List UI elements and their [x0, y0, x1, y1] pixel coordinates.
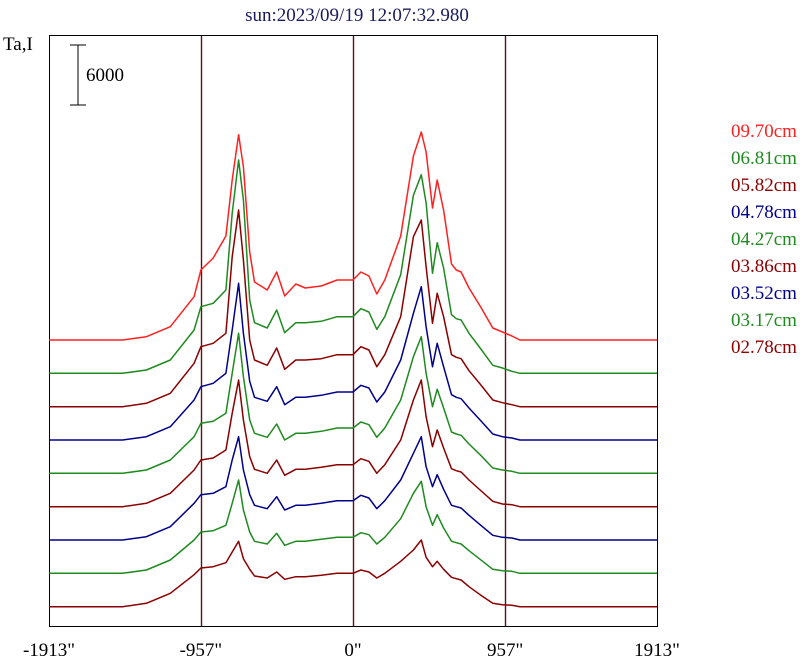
scale-bar [70, 44, 86, 106]
legend-entry-03.86cm: 03.86cm [731, 256, 797, 277]
legend-entry-06.81cm: 06.81cm [731, 148, 797, 169]
legend-entry-02.78cm: 02.78cm [731, 337, 797, 358]
series-lines [49, 131, 657, 608]
x-tick-label-2: 0" [344, 640, 361, 661]
series-line-02.78cm [49, 539, 657, 608]
series-line-05.82cm [49, 209, 657, 408]
vertical-lines [200, 36, 507, 626]
x-tick-label-4: 1913" [634, 640, 680, 661]
legend-entry-04.27cm: 04.27cm [731, 229, 797, 250]
series-line-03.17cm [49, 479, 657, 575]
x-tick-label-0: -1913" [23, 640, 75, 661]
legend-entry-05.82cm: 05.82cm [731, 175, 797, 196]
x-tick-label-3: 957" [487, 640, 523, 661]
legend-entry-03.52cm: 03.52cm [731, 283, 797, 304]
series-line-03.52cm [49, 435, 657, 541]
legend-entry-09.70cm: 09.70cm [731, 121, 797, 142]
chart-title: sun:2023/09/19 12:07:32.980 [245, 5, 469, 26]
legend-entry-04.78cm: 04.78cm [731, 202, 797, 223]
scale-bar-label: 6000 [86, 65, 124, 86]
series-line-09.70cm [49, 131, 657, 341]
series-line-04.27cm [49, 332, 657, 475]
legend: 09.70cm 06.81cm 05.82cm 04.78cm 04.27cm 03.86… [731, 121, 797, 358]
x-tick-label-1: -957" [180, 640, 223, 661]
series-line-06.81cm [49, 159, 657, 375]
legend-entry-03.17cm: 03.17cm [731, 310, 797, 331]
series-line-04.78cm [49, 282, 657, 441]
x-tick-labels: -1913" -957" 0" 957" 1913" [23, 640, 680, 661]
y-axis-label: Ta,I [3, 34, 33, 55]
plot-frame [49, 35, 658, 627]
series-line-03.86cm [49, 379, 657, 508]
